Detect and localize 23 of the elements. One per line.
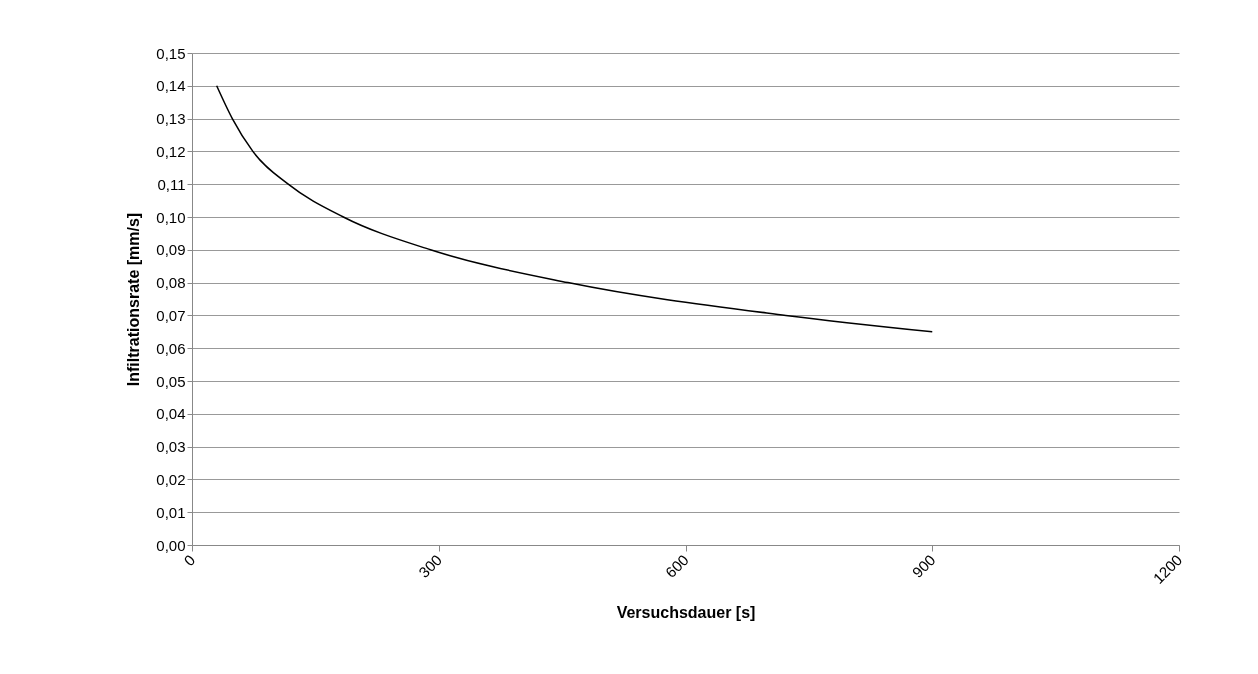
y-tick-label: 0,01 (156, 503, 186, 521)
y-tick-label: 0,15 (156, 44, 186, 62)
y-axis-title: Infiltrationsrate [mm/s] (125, 212, 143, 387)
y-tick-label: 0,08 (156, 274, 186, 292)
y-tick-label: 0,02 (156, 470, 186, 488)
y-tick-label: 0,13 (156, 110, 186, 128)
line-series (215, 85, 933, 333)
y-tick-label: 0,10 (156, 208, 186, 226)
y-tick-label: 0,12 (156, 142, 186, 160)
y-tick-label: 0,09 (156, 241, 186, 259)
x-tick-label: 900 (908, 551, 939, 581)
y-tick-label: 0,06 (156, 339, 186, 357)
y-tick-label: 0,11 (157, 175, 186, 193)
x-tick-label: 0 (180, 551, 199, 570)
y-tick-label: 0,04 (156, 405, 186, 423)
y-tick-label: 0,03 (156, 438, 186, 456)
x-tick-label: 600 (661, 551, 692, 581)
y-tick-label: 0,07 (156, 306, 186, 324)
x-tick-label: 300 (415, 551, 445, 581)
y-tick-label: 0,14 (156, 77, 186, 95)
x-axis-title: Versuchsdauer [s] (616, 603, 756, 621)
y-tick-label: 0,00 (156, 536, 186, 554)
y-tick-label: 0,05 (156, 372, 186, 390)
